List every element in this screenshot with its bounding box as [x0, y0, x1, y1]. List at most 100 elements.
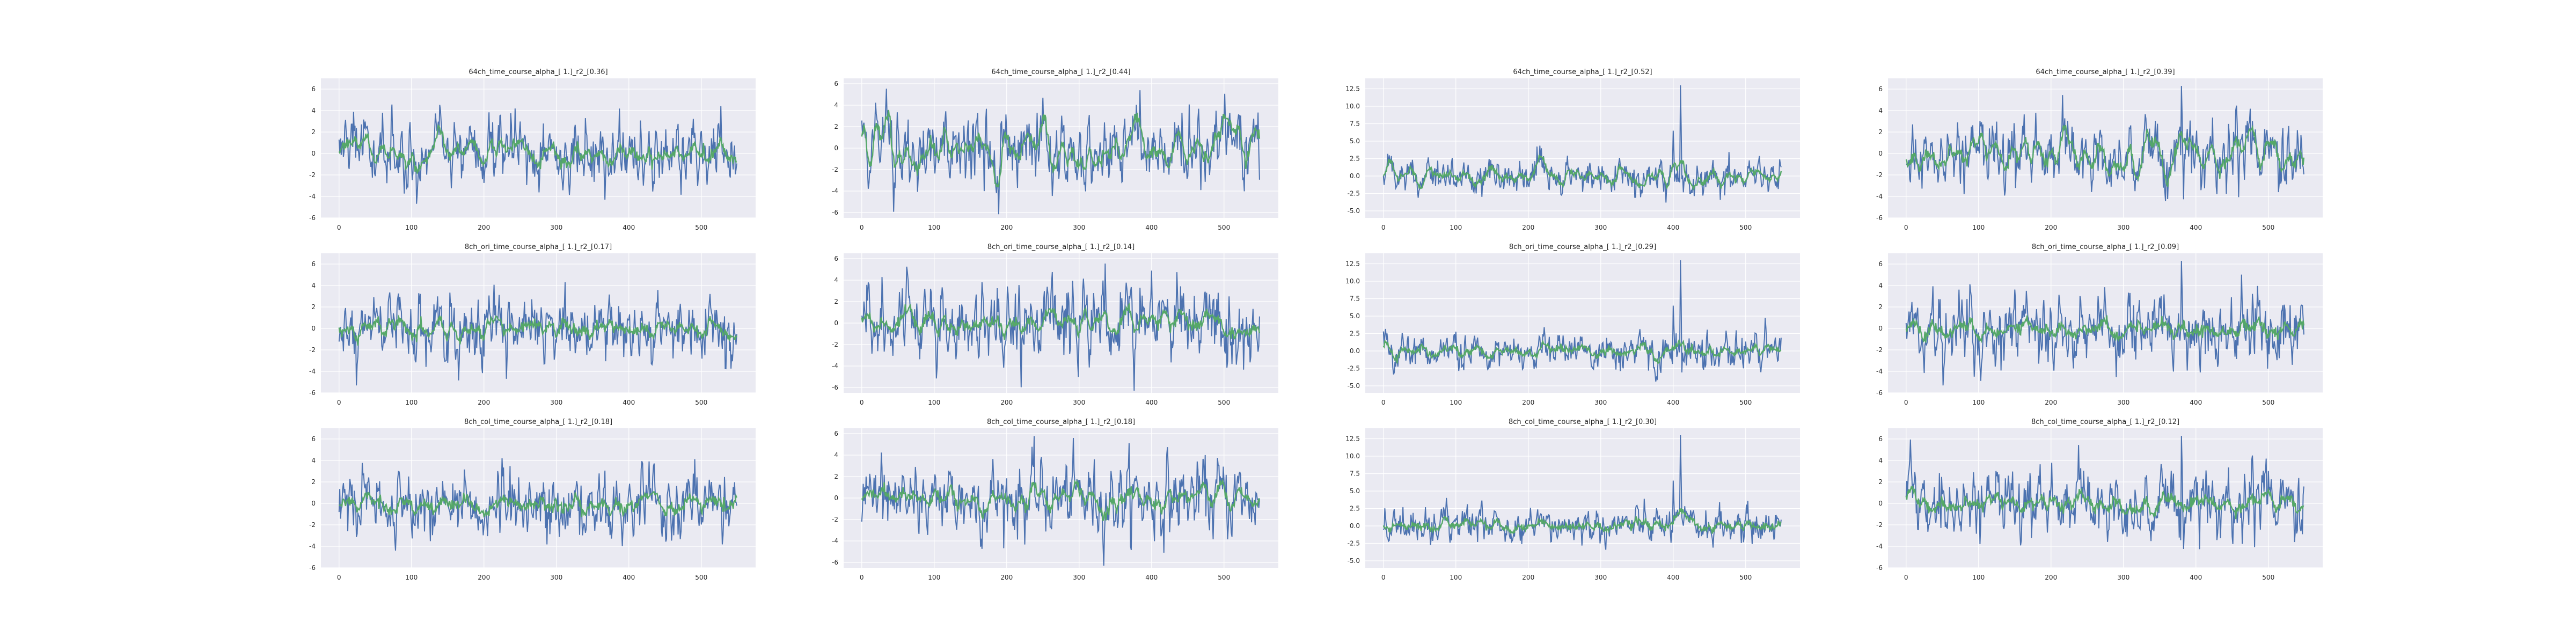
y-tick-label: -4: [1876, 368, 1883, 375]
x-tick-label: 400: [2190, 574, 2202, 581]
y-tick-label: -4: [309, 368, 316, 375]
y-tick-label: -5.0: [1348, 557, 1360, 565]
x-tick-label: 400: [1667, 224, 1679, 231]
x-tick-label: 300: [550, 224, 562, 231]
y-tick-label: -4: [1876, 543, 1883, 550]
y-tick-label: -6: [1876, 564, 1883, 572]
x-tick-label: 400: [1145, 224, 1158, 231]
chart-panel-11: -5.0 -2.5 0.0 2.5 5.0 7.5 10.0 12.5 0 100 200 300 40…: [1345, 418, 1800, 581]
x-tick-label: 500: [2262, 574, 2274, 581]
y-tick-label: 2: [1878, 128, 1883, 136]
chart-title: 64ch_time_course_alpha_[ 1.]_r2_[0.52]: [1513, 68, 1652, 76]
x-tick-label: 0: [1381, 224, 1386, 231]
x-tick-label: 0: [860, 224, 864, 231]
y-tick-label: 4: [311, 107, 316, 114]
chart-title: 64ch_time_course_alpha_[ 1.]_r2_[0.36]: [469, 68, 608, 76]
x-tick-label: 200: [1000, 574, 1013, 581]
series-line-reference: [1382, 260, 1782, 382]
chart-panel-3: -5.0 -2.5 0.0 2.5 5.0 7.5 10.0 12.5 0 100 200 300 40…: [1345, 68, 1800, 231]
x-tick-label: 200: [1522, 399, 1534, 406]
y-tick-label: 7.5: [1350, 120, 1360, 128]
x-tick-label: 400: [623, 224, 635, 231]
x-tick-label: 0: [337, 399, 341, 406]
y-tick-label: 6: [311, 435, 316, 443]
series-line-fit: [339, 491, 738, 518]
x-tick-label: 100: [928, 224, 940, 231]
y-tick-label: -2: [1876, 346, 1883, 354]
y-tick-label: 6: [1878, 260, 1883, 268]
y-tick-label: -4: [309, 193, 316, 200]
x-tick-label: 0: [860, 399, 864, 406]
x-tick-label: 200: [2045, 224, 2057, 231]
y-tick-label: 4: [1878, 282, 1883, 289]
x-tick-label: 400: [2190, 399, 2202, 406]
y-tick-label: 0: [311, 150, 316, 157]
x-tick-label: 100: [405, 574, 418, 581]
y-tick-label: 0: [311, 325, 316, 332]
y-tick-label: 0: [1878, 150, 1883, 157]
chart-title: 8ch_ori_time_course_alpha_[ 1.]_r2_[0.29…: [1509, 243, 1656, 251]
x-tick-label: 500: [1218, 399, 1230, 406]
x-tick-label: 300: [1073, 399, 1085, 406]
series-line-fit: [1905, 125, 2305, 187]
y-tick-label: 4: [834, 101, 838, 109]
x-tick-label: 400: [1667, 399, 1679, 406]
x-tick-label: 300: [2117, 224, 2129, 231]
chart-panel-7: -5.0 -2.5 0.0 2.5 5.0 7.5 10.0 12.5 0 100 200 300 40…: [1345, 243, 1800, 406]
x-tick-label: 200: [2045, 574, 2057, 581]
x-tick-label: 500: [1218, 224, 1230, 231]
x-tick-label: 200: [1522, 574, 1534, 581]
chart-title: 8ch_ori_time_course_alpha_[ 1.]_r2_[0.17…: [465, 243, 612, 251]
chart-panel-6: -6 -4 -2 0 2 4 6 0 100 200 300 400 500 8ch_ori_time_c…: [832, 243, 1278, 406]
x-tick-label: 0: [860, 574, 864, 581]
y-tick-label: 6: [834, 430, 838, 437]
x-tick-label: 0: [337, 224, 341, 231]
x-tick-label: 100: [1972, 399, 1985, 406]
y-tick-label: 0: [1878, 325, 1883, 332]
x-tick-label: 200: [2045, 399, 2057, 406]
chart-panel-10: -6 -4 -2 0 2 4 6 0 100 200 300 400 500 8ch_col_time_c…: [832, 418, 1278, 581]
x-tick-label: 0: [1904, 399, 1908, 406]
x-tick-label: 500: [1739, 224, 1752, 231]
chart-panel-5: -6 -4 -2 0 2 4 6 0 100 200 300 400 500 8ch_ori_time_c…: [309, 243, 756, 406]
y-tick-label: -5.0: [1348, 382, 1360, 390]
x-tick-label: 500: [695, 399, 707, 406]
y-tick-label: -2.5: [1348, 190, 1360, 197]
chart-panel-9: -6 -4 -2 0 2 4 6 0 100 200 300 400 500 8ch_col_time_c…: [309, 418, 756, 581]
y-tick-label: 2: [834, 473, 838, 480]
x-tick-label: 100: [1972, 574, 1985, 581]
chart-title: 8ch_ori_time_course_alpha_[ 1.]_r2_[0.14…: [987, 243, 1135, 251]
y-tick-label: 2: [311, 128, 316, 136]
y-tick-label: -2: [309, 346, 316, 354]
y-tick-label: 10.0: [1345, 103, 1360, 110]
y-tick-label: 2: [311, 303, 316, 311]
x-tick-label: 100: [1450, 399, 1462, 406]
x-tick-label: 200: [478, 224, 490, 231]
y-tick-label: 4: [311, 457, 316, 464]
y-tick-label: 6: [834, 255, 838, 262]
y-tick-label: 4: [1878, 457, 1883, 464]
y-tick-label: 0: [834, 144, 838, 152]
y-tick-label: -5.0: [1348, 207, 1360, 215]
chart-panel-8: -6 -4 -2 0 2 4 6 0 100 200 300 400 500 8ch_ori_time_c…: [1876, 243, 2323, 406]
x-tick-label: 400: [623, 399, 635, 406]
y-tick-label: 2: [1878, 303, 1883, 311]
y-tick-label: -6: [1876, 214, 1883, 222]
x-tick-label: 200: [1522, 224, 1534, 231]
plot-area: [1888, 78, 2323, 218]
x-tick-label: 500: [695, 574, 707, 581]
y-tick-label: 2: [834, 298, 838, 305]
y-tick-label: -2.5: [1348, 365, 1360, 372]
series-line-fit: [1382, 339, 1782, 365]
y-tick-label: -2: [1876, 521, 1883, 529]
y-tick-label: -6: [832, 384, 838, 391]
x-tick-label: 300: [1594, 399, 1607, 406]
y-tick-label: -4: [309, 543, 316, 550]
y-tick-label: 5.0: [1350, 312, 1360, 320]
chart-title: 8ch_ori_time_course_alpha_[ 1.]_r2_[0.09…: [2032, 243, 2179, 251]
series-line-reference: [1382, 85, 1782, 203]
x-tick-label: 300: [1594, 574, 1607, 581]
series-line-fit: [338, 314, 737, 346]
chart-panel-2: -6 -4 -2 0 2 4 6 0 100 200 300 400 500 64ch_time_cour…: [832, 68, 1278, 231]
y-tick-label: 10.0: [1345, 452, 1360, 460]
